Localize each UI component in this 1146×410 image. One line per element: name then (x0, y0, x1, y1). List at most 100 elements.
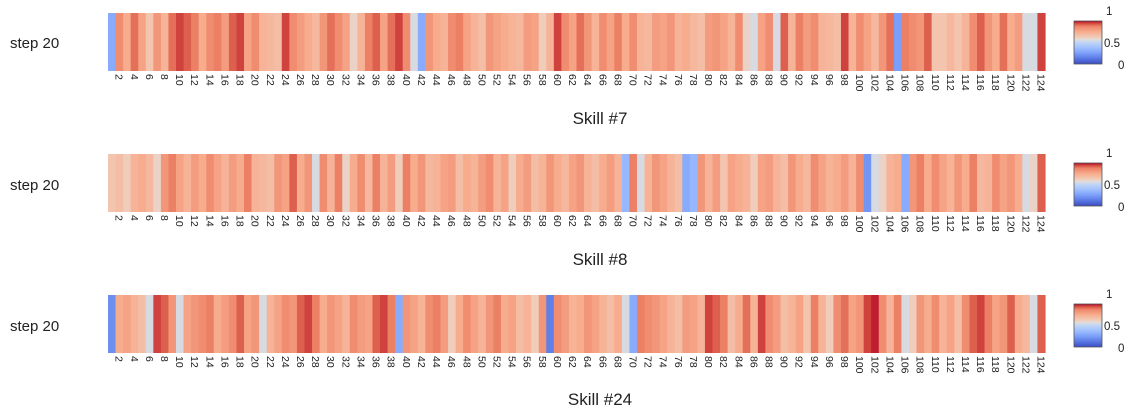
heatmap-cell-48 (463, 13, 472, 71)
x-tick-label: 92 (793, 215, 805, 227)
heatmap-cells (108, 295, 1046, 353)
x-tick-label: 104 (883, 356, 895, 374)
heatmap-cells (108, 13, 1046, 71)
heatmap-cell-122 (1022, 295, 1031, 353)
heatmap-cell-106 (901, 13, 910, 71)
heatmap-cell-59 (546, 13, 555, 71)
x-tick-label: 70 (626, 215, 638, 227)
x-tick-label: 82 (717, 356, 729, 368)
x-tick-label: 64 (581, 356, 593, 368)
heatmap-cell-124 (1037, 154, 1046, 212)
heatmap-cell-64 (584, 154, 593, 212)
heatmap-cell-88 (765, 295, 774, 353)
heatmap-cell-44 (432, 295, 442, 353)
heatmap-cell-123 (1029, 13, 1039, 71)
heatmap-cell-101 (863, 154, 872, 212)
heatmap-cell-37 (380, 295, 389, 353)
x-tick-label: 76 (672, 74, 684, 86)
heatmap-cell-70 (629, 295, 638, 353)
heatmap-cell-76 (674, 154, 683, 212)
x-tick-label: 94 (808, 74, 820, 86)
x-tick-label: 104 (883, 215, 895, 233)
heatmap-cell-48 (463, 154, 472, 212)
x-tick-label: 54 (506, 356, 518, 368)
heatmap-cell-44 (432, 154, 442, 212)
heatmap-cell-19 (244, 295, 253, 353)
heatmap-cell-119 (999, 154, 1008, 212)
heatmap-cell-11 (183, 295, 192, 353)
x-tick-label: 36 (370, 356, 382, 368)
x-tick-label: 118 (989, 215, 1001, 232)
x-tick-label: 10 (173, 356, 185, 368)
heatmap-cell-43 (425, 295, 434, 353)
x-tick-label: 84 (732, 74, 744, 86)
x-tick-label: 86 (747, 356, 759, 368)
heatmap-cell-86 (750, 154, 759, 212)
x-axis-title: Skill #24 (568, 390, 632, 409)
heatmap-cell-16 (221, 13, 230, 71)
heatmap-cell-81 (712, 154, 721, 212)
heatmap-cell-69 (621, 295, 630, 353)
x-tick-label: 42 (415, 356, 427, 368)
heatmap-cell-86 (750, 13, 759, 71)
heatmap-cell-64 (584, 13, 593, 71)
x-tick-label: 104 (883, 74, 895, 92)
x-tick-label: 32 (339, 215, 351, 227)
x-tick-label: 96 (823, 74, 835, 86)
x-tick-label: 16 (218, 356, 230, 368)
heatmap-cell-79 (697, 295, 706, 353)
heatmap-cell-41 (410, 154, 419, 212)
heatmap-cell-12 (191, 295, 200, 353)
x-tick-label: 34 (354, 356, 366, 368)
heatmap-cell-7 (153, 295, 162, 353)
x-tick-label: 66 (596, 215, 608, 227)
heatmap-cell-15 (213, 295, 222, 353)
x-tick-label: 26 (294, 215, 306, 227)
x-tick-label: 40 (400, 356, 412, 368)
colorbar-tick-min: 0 (1118, 202, 1124, 214)
heatmap-cell-29 (319, 295, 328, 353)
heatmap-cell-58 (538, 295, 547, 353)
x-tick-label: 50 (475, 74, 487, 86)
x-tick-label: 68 (611, 74, 623, 86)
x-tick-label: 64 (581, 74, 593, 86)
heatmap-cell-11 (183, 13, 192, 71)
x-tick-label: 46 (445, 356, 457, 368)
row-label: step 20 (10, 318, 59, 335)
heatmap-cell-100 (856, 154, 865, 212)
heatmap-cell-93 (803, 295, 812, 353)
x-tick-label: 88 (763, 74, 775, 86)
heatmap-cell-43 (425, 154, 434, 212)
heatmap-cell-97 (833, 154, 842, 212)
heatmap-cell-9 (168, 295, 177, 353)
x-tick-label: 98 (838, 74, 850, 86)
heatmap-cell-35 (364, 13, 374, 71)
x-tick-label: 78 (687, 215, 699, 227)
x-tick-label: 20 (249, 356, 261, 368)
x-tick-label: 14 (203, 74, 215, 86)
heatmap-cell-76 (674, 295, 683, 353)
heatmap-cell-40 (402, 295, 411, 353)
x-tick-label: 96 (823, 215, 835, 227)
heatmap-cell-88 (765, 154, 774, 212)
x-tick-label: 40 (400, 215, 412, 227)
heatmap-cell-5 (138, 13, 147, 71)
x-tick-label: 76 (672, 215, 684, 227)
heatmap-cell-57 (531, 295, 540, 353)
heatmap-cell-62 (568, 154, 578, 212)
heatmap-cell-60 (553, 13, 562, 71)
heatmap-cell-96 (825, 13, 835, 71)
x-tick-label: 60 (551, 356, 563, 368)
heatmap-cell-53 (500, 13, 510, 71)
x-tick-label: 72 (642, 215, 654, 227)
heatmap-cell-29 (319, 13, 328, 71)
x-tick-label: 84 (732, 356, 744, 368)
heatmap-cell-93 (803, 13, 812, 71)
x-tick-label: 80 (702, 215, 714, 227)
x-tick-label: 4 (128, 356, 140, 362)
heatmap-cell-45 (440, 13, 449, 71)
heatmap-cell-38 (387, 154, 396, 212)
heatmap-cell-122 (1022, 13, 1031, 71)
heatmap-cell-12 (191, 13, 200, 71)
